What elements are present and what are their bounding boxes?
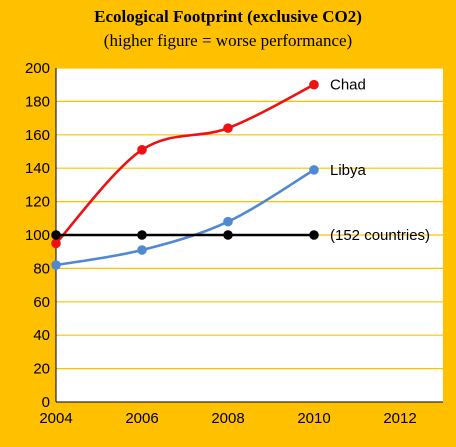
data-point-libya-2006: [137, 245, 147, 255]
x-tick-label-2006: 2006: [125, 410, 158, 427]
y-tick-label-60: 60: [33, 294, 50, 311]
y-tick-label-0: 0: [42, 394, 50, 411]
y-tick-label-200: 200: [25, 60, 50, 77]
y-tick-label-40: 40: [33, 327, 50, 344]
series-label-152-countries: (152 countries): [330, 227, 430, 244]
data-point-152-countries-2006: [137, 230, 147, 240]
data-point-chad-2008: [223, 123, 233, 133]
data-point-chad-2006: [137, 145, 147, 155]
data-point-chad-2004: [51, 238, 61, 249]
series-label-libya: Libya: [330, 162, 367, 179]
series-line-libya: [55, 168, 315, 267]
y-tick-label-180: 180: [25, 93, 50, 110]
y-tick-label-120: 120: [25, 194, 50, 211]
y-tick-label-80: 80: [33, 260, 50, 277]
series-line-chad: [55, 83, 315, 245]
y-tick-label-20: 20: [33, 361, 50, 378]
x-tick-label-2010: 2010: [297, 410, 330, 427]
y-tick-label-160: 160: [25, 127, 50, 144]
data-point-libya-2008: [223, 216, 233, 227]
data-point-libya-2010: [309, 165, 319, 175]
y-tick-label-140: 140: [25, 160, 50, 177]
chart-title: Ecological Footprint (exclusive CO2): [94, 7, 362, 26]
data-point-152-countries-2010: [309, 230, 319, 240]
chart-subtitle: (higher figure = worse performance): [103, 31, 353, 50]
data-point-152-countries-2008: [223, 230, 233, 240]
data-point-chad-2010: [309, 79, 319, 90]
series-label-chad: Chad: [330, 77, 366, 94]
x-tick-label-2004: 2004: [39, 410, 72, 427]
y-tick-label-100: 100: [25, 227, 50, 244]
x-tick-label-2008: 2008: [211, 410, 244, 427]
data-point-152-countries-2004: [51, 230, 61, 240]
x-tick-label-2012: 2012: [383, 410, 416, 427]
data-point-libya-2004: [51, 260, 61, 270]
